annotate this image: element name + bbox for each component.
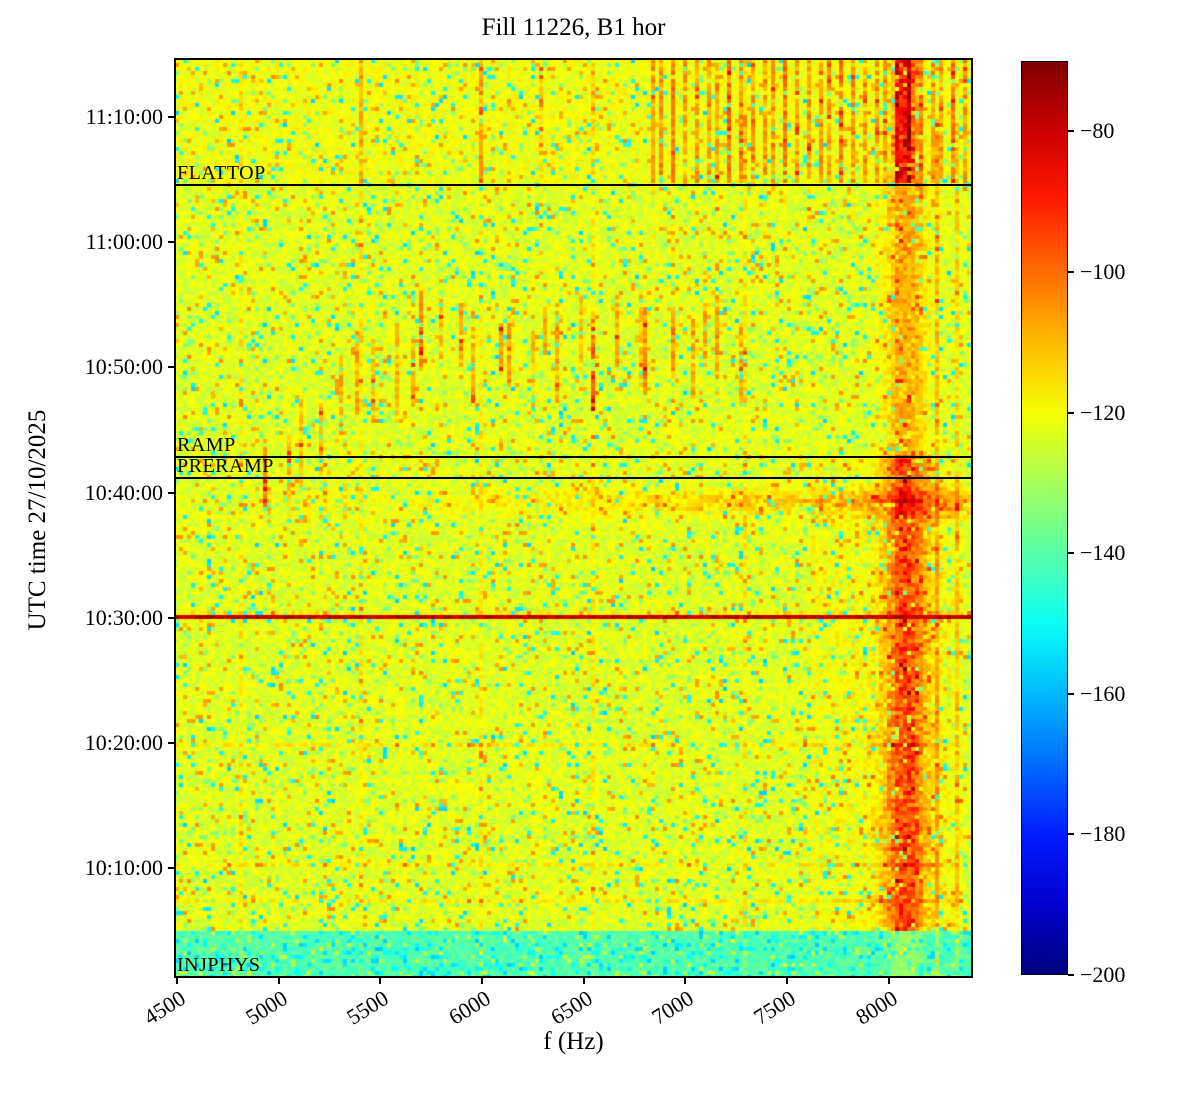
colorbar-tick-label: −180	[1080, 821, 1126, 847]
colorbar-tick-mark	[1068, 130, 1074, 133]
y-tick-label: 10:30:00	[84, 604, 163, 630]
colorbar-tick-label: −100	[1080, 258, 1126, 284]
beam-mode-line-preramp	[175, 477, 972, 480]
x-tick-mark	[175, 977, 178, 984]
y-tick-label: 11:00:00	[85, 229, 163, 255]
x-tick-mark	[887, 977, 890, 984]
beam-mode-line-flattop	[175, 183, 972, 186]
chart-title: Fill 11226, B1 hor	[481, 14, 666, 41]
x-tick-mark	[786, 977, 789, 984]
y-tick-mark	[168, 116, 175, 119]
x-tick-mark	[582, 977, 585, 984]
y-tick-mark	[168, 867, 175, 870]
y-tick-label: 10:50:00	[84, 354, 163, 380]
x-tick-mark	[481, 977, 484, 984]
colorbar-tick-mark	[1068, 270, 1074, 273]
colorbar-tick-mark	[1068, 411, 1074, 414]
colorbar	[1021, 61, 1068, 975]
y-tick-mark	[168, 616, 175, 619]
y-tick-label: 11:10:00	[85, 104, 163, 130]
y-tick-label: 10:40:00	[84, 479, 163, 505]
y-axis-label: UTC time 27/10/2025	[24, 409, 51, 631]
y-tick-mark	[168, 366, 175, 369]
x-tick-mark	[379, 977, 382, 984]
colorbar-tick-mark	[1068, 552, 1074, 555]
beam-mode-label-injphys: INJPHYS	[177, 954, 261, 976]
beam-mode-label-preramp: PRERAMP	[177, 455, 274, 478]
x-axis-label: f (Hz)	[543, 1028, 604, 1055]
beam-mode-label-flattop: FLATTOP	[177, 161, 266, 184]
y-tick-mark	[168, 742, 175, 744]
colorbar-tick-label: −80	[1080, 118, 1115, 144]
y-tick-label: 10:20:00	[84, 730, 163, 755]
y-tick-mark	[168, 241, 175, 244]
y-tick-label: 10:10:00	[84, 855, 163, 881]
y-tick-mark	[168, 491, 175, 494]
beam-mode-label-ramp: RAMP	[177, 434, 236, 457]
beam-mode-line-ramp	[175, 456, 972, 459]
colorbar-tick-mark	[1068, 974, 1074, 976]
x-tick-mark	[277, 977, 280, 984]
spectrogram-heatmap	[175, 59, 972, 977]
colorbar-tick-mark	[1068, 692, 1074, 695]
colorbar-tick-label: −160	[1080, 680, 1126, 706]
x-tick-mark	[684, 977, 687, 984]
plot-border	[174, 58, 973, 978]
colorbar-tick-label: −200	[1080, 962, 1126, 987]
colorbar-tick-label: −120	[1080, 399, 1126, 425]
colorbar-tick-mark	[1068, 833, 1074, 836]
colorbar-tick-label: −140	[1080, 540, 1126, 566]
